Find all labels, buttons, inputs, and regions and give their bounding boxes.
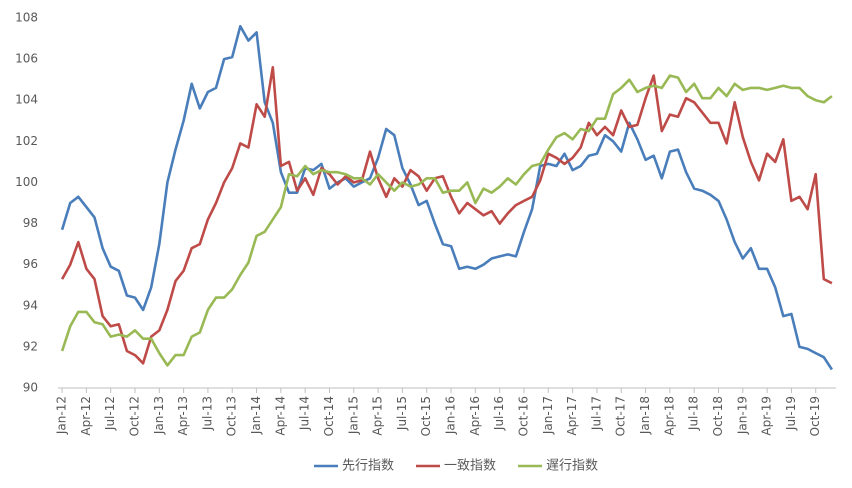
y-tick-label: 94 (23, 298, 38, 312)
legend-label: 一致指数 (444, 459, 496, 474)
y-tick-label: 90 (23, 381, 38, 395)
x-tick-label: Jul-17 (589, 396, 603, 431)
y-tick-label: 98 (23, 216, 38, 230)
x-tick-label: Oct-15 (419, 396, 433, 436)
x-tick-label: Apr-17 (565, 396, 579, 436)
x-tick-label: Oct-13 (225, 396, 239, 436)
x-tick-label: Jul-14 (298, 396, 312, 431)
x-tick-label: Oct-18 (711, 396, 725, 436)
x-tick-label: Oct-14 (322, 396, 336, 436)
y-tick-label: 108 (15, 11, 38, 25)
y-tick-label: 96 (23, 257, 38, 271)
legend: 先行指数 一致指数 遅行指数 (314, 459, 598, 474)
series-line (60, 66, 833, 365)
x-tick-label: Jan-16 (444, 396, 458, 435)
x-tick-label: Jul-16 (492, 396, 506, 431)
x-tick-label: Oct-17 (614, 396, 628, 436)
x-tick-label: Apr-16 (468, 396, 482, 436)
x-tick-label: Jan-19 (735, 396, 749, 435)
x-tick-label: Jul-13 (200, 396, 214, 431)
x-tick-label: Jul-12 (103, 396, 117, 431)
x-tick-label: Jan-12 (55, 396, 69, 435)
legend-label: 先行指数 (342, 459, 394, 474)
y-tick-label: 102 (15, 134, 38, 148)
x-tick-label: Jan-14 (249, 396, 263, 435)
x-tick-label: Jul-18 (687, 396, 701, 431)
x-tick-label: Apr-18 (662, 396, 676, 436)
x-tick-label: Apr-12 (79, 396, 93, 436)
x-tick-label: Oct-19 (808, 396, 822, 436)
legend-label: 遅行指数 (546, 459, 598, 474)
x-tick-label: Jan-18 (638, 396, 652, 435)
x-tick-label: Apr-19 (760, 396, 774, 436)
x-tick-label: Oct-16 (516, 396, 530, 436)
series-line (60, 74, 833, 367)
x-tick-label: Jul-19 (784, 396, 798, 431)
y-tick-label: 100 (15, 175, 38, 189)
x-tick-label: Jul-15 (395, 396, 409, 431)
x-tick-label: Apr-15 (371, 396, 385, 436)
y-tick-label: 104 (15, 93, 38, 107)
series-line (60, 24, 833, 371)
y-tick-label: 92 (23, 339, 38, 353)
x-tick-label: Jan-13 (152, 396, 166, 435)
x-tick-label: Jan-17 (541, 396, 555, 435)
x-tick-label: Jan-15 (346, 396, 360, 435)
x-tick-label: Apr-14 (273, 396, 287, 436)
x-tick-label: Oct-12 (127, 396, 141, 436)
y-tick-label: 106 (15, 52, 38, 66)
x-tick-label: Apr-13 (176, 396, 190, 436)
